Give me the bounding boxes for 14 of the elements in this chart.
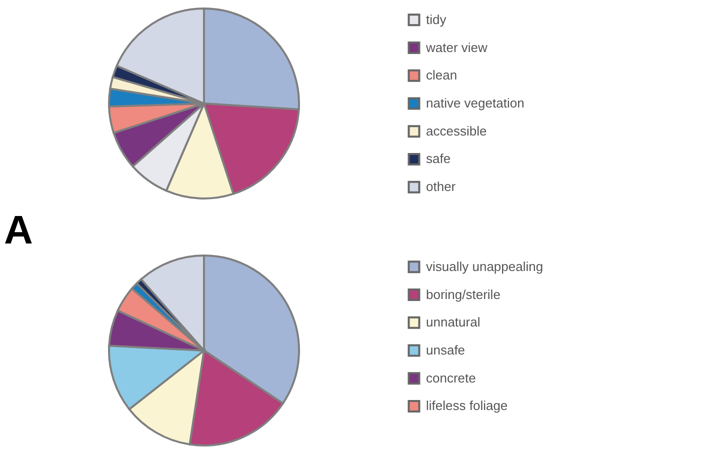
legend-label: unsafe [426,342,466,358]
legend-label: tidy [426,12,447,27]
legend-label: unnatural [426,314,480,330]
legend-label: safe [426,151,451,166]
legend-label: visually unappealing [426,258,544,274]
legend-label: other [426,179,456,194]
legend-label: native vegetation [426,96,524,110]
legend-label: concrete [426,370,476,386]
legend-label: clean [426,68,458,83]
legend-label: accessible [426,123,487,138]
legend-label: boring/sterile [426,286,500,302]
legend-label: lifeless foliage [426,398,508,414]
legend-label: water view [425,40,488,55]
chart-title: A [4,208,33,252]
